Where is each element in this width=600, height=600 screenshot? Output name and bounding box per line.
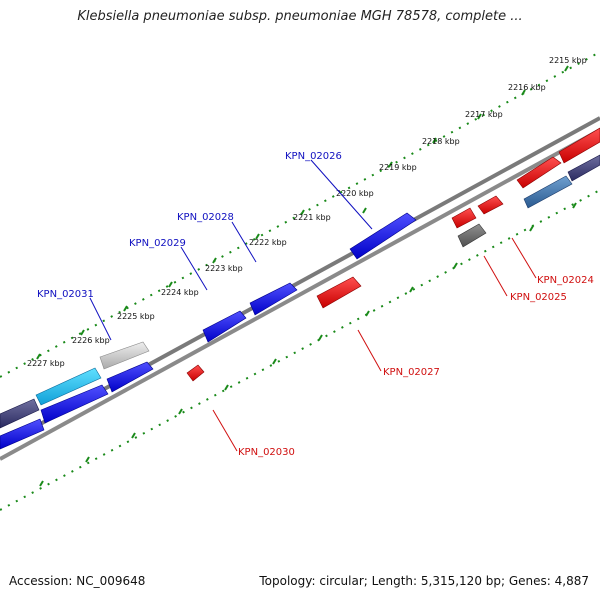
scale-label: 2219 kbp: [379, 163, 417, 172]
map-title: Klebsiella pneumoniae subsp. pneumoniae …: [77, 9, 523, 24]
scale-labels: 2215 kbp 2216 kbp 2217 kbp 2218 kbp 2219…: [27, 56, 587, 368]
scale-label: 2226 kbp: [72, 336, 110, 345]
gene-kpn-02031[interactable]: [99, 341, 150, 370]
inner-major-ticks: [39, 202, 577, 487]
gene-kpn-02026[interactable]: [349, 212, 417, 260]
gene-blue-c[interactable]: [0, 418, 45, 450]
label-kpn-02029[interactable]: KPN_02029: [129, 238, 186, 249]
outer-major-ticks: [36, 65, 569, 360]
gene-cyan[interactable]: [35, 367, 102, 406]
label-kpn-02026[interactable]: KPN_02026: [285, 151, 342, 162]
gene-slate-right[interactable]: [567, 154, 600, 182]
scale-label: 2227 kbp: [27, 359, 65, 368]
backbone-inner: [0, 128, 600, 461]
scale-label: 2217 kbp: [465, 110, 503, 119]
accession-text: Accession: NC_009648: [9, 574, 146, 588]
scale-label: 2224 kbp: [161, 288, 199, 297]
forward-genes: [0, 154, 600, 450]
inner-tick-ring: [0, 189, 600, 511]
scale-label: 2216 kbp: [508, 83, 546, 92]
label-kpn-02031[interactable]: KPN_02031: [37, 289, 94, 300]
scale-label: 2222 kbp: [249, 238, 287, 247]
genome-summary-text: Topology: circular; Length: 5,315,120 bp…: [259, 574, 589, 588]
gene-kpn-02029[interactable]: [202, 310, 247, 343]
gene-kpn-02028[interactable]: [249, 282, 298, 316]
scale-label: 2220 kbp: [336, 189, 374, 198]
gene-blue-b[interactable]: [40, 384, 109, 424]
gene-labels: KPN_02026 KPN_02028 KPN_02029 KPN_02031 …: [37, 151, 594, 458]
scale-label: 2215 kbp: [549, 56, 587, 65]
label-kpn-02030[interactable]: KPN_02030: [238, 447, 295, 458]
gene-kpn-02030[interactable]: [186, 364, 205, 382]
scale-label: 2223 kbp: [205, 264, 243, 273]
gene-kpn-02027[interactable]: [316, 276, 362, 309]
scale-label: 2221 kbp: [293, 213, 331, 222]
gene-kpn-02024-b[interactable]: [558, 127, 600, 164]
gene-slate-left[interactable]: [0, 398, 40, 429]
label-kpn-02028[interactable]: KPN_02028: [177, 212, 234, 223]
gene-blue-a[interactable]: [106, 361, 154, 393]
outer-tick-ring: [0, 51, 600, 378]
label-leaders: [89, 159, 537, 452]
gene-grey-dark[interactable]: [457, 223, 487, 248]
gene-steel[interactable]: [523, 175, 573, 209]
label-kpn-02025[interactable]: KPN_02025: [510, 292, 567, 303]
scale-label: 2225 kbp: [117, 312, 155, 321]
label-kpn-02024[interactable]: KPN_02024: [537, 275, 594, 286]
reverse-genes: [186, 127, 600, 382]
gene-kpn-02025[interactable]: [477, 195, 504, 215]
scale-label: 2218 kbp: [422, 137, 460, 146]
gene-kpn-02025-b[interactable]: [451, 207, 477, 229]
gene-kpn-02024-a[interactable]: [516, 156, 562, 189]
label-kpn-02027[interactable]: KPN_02027: [383, 367, 440, 378]
